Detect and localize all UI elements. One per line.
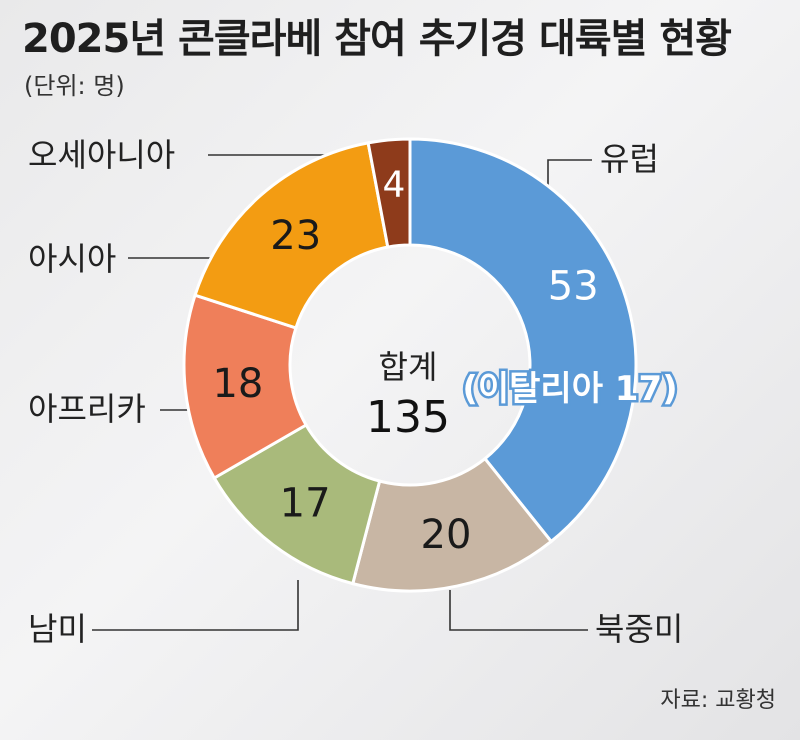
slice-oceania: [366, 137, 412, 249]
leader-line-north-central-america: [449, 590, 588, 631]
category-label-oceania: 오세아니아: [28, 136, 175, 174]
category-label-asia: 아시아: [28, 240, 116, 278]
value-label-africa: 18: [212, 361, 263, 407]
donut-slices: [182, 137, 638, 593]
value-labels: 53 20 17 18 23 4: [212, 165, 598, 558]
value-label-south-america: 17: [280, 481, 331, 527]
leader-line-south-america: [92, 580, 299, 631]
category-label-south-america: 남미: [28, 610, 87, 648]
value-label-oceania: 4: [382, 165, 405, 206]
value-label-europe: 53: [548, 264, 599, 310]
value-label-north-central-america: 20: [421, 512, 472, 558]
slice-europe: [408, 137, 638, 544]
italy-annotation: (이탈리아 17): [462, 369, 677, 409]
category-label-africa: 아프리카: [28, 390, 146, 428]
center-total: 135: [366, 392, 450, 443]
category-label-north-central-america: 북중미: [595, 610, 683, 648]
source-label: 자료: 교황청: [660, 688, 776, 713]
category-label-europe: 유럽: [600, 140, 659, 178]
unit-label: (단위: 명): [24, 72, 125, 100]
slice-asia: [193, 141, 390, 330]
center-label: 합계: [379, 348, 438, 386]
value-label-asia: 23: [270, 213, 321, 259]
chart-title: 2025년 콘클라베 참여 추기경 대륙별 현황: [22, 16, 732, 62]
